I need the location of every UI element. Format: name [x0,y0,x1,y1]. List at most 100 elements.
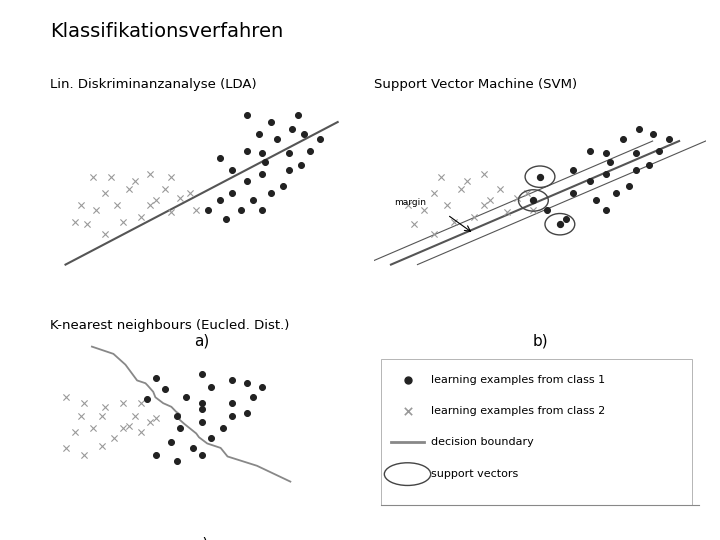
Point [160,385,171,394]
Point [117,424,129,433]
Point [511,194,523,202]
Point [501,208,513,217]
Point [455,184,467,193]
Point [145,418,156,427]
Point [428,189,440,198]
Point [205,383,217,391]
Point [541,206,552,214]
Point [141,395,153,403]
Point [241,379,253,388]
Point [217,424,228,433]
Point [150,373,162,382]
Text: learning examples from class 1: learning examples from class 1 [431,375,605,385]
Point [241,177,253,186]
Text: b): b) [532,334,548,348]
Point [75,412,86,421]
Point [99,402,111,411]
Point [150,451,162,460]
Point [284,165,295,174]
Point [150,414,162,423]
Point [654,146,665,155]
Point [105,172,117,181]
Point [160,184,171,193]
Point [604,158,616,167]
Point [96,412,107,421]
Point [256,170,268,179]
Point [617,134,629,143]
Point [418,206,430,214]
Point [60,443,71,452]
Point [561,215,572,224]
Point [266,118,277,126]
Text: Support Vector Machine (SVM): Support Vector Machine (SVM) [374,78,577,91]
Point [226,412,238,421]
Point [108,434,120,442]
Point [600,206,612,214]
Point [402,407,413,415]
Point [196,451,207,460]
Point [247,393,258,401]
Point [130,177,141,186]
Point [554,220,566,228]
Point [241,146,253,155]
Point [214,196,225,205]
Point [259,158,271,167]
Point [277,182,289,191]
Text: a): a) [194,334,210,348]
Point [75,201,86,210]
Text: Lin. Diskriminanzanalyse (LDA): Lin. Diskriminanzanalyse (LDA) [50,78,257,91]
Point [150,196,162,205]
Point [214,153,225,162]
Point [166,172,177,181]
Point [135,428,147,436]
Point [435,172,446,181]
Point [584,177,595,186]
Point [299,130,310,138]
Point [171,412,183,421]
Point [78,451,89,460]
Point [266,189,277,198]
Point [534,172,546,181]
Point [468,213,480,221]
Point [241,408,253,417]
Point [69,428,81,436]
Point [190,206,202,214]
Point [81,220,92,228]
Point [175,194,186,202]
Point [196,418,207,427]
Point [271,134,283,143]
Point [624,182,635,191]
Point [145,170,156,179]
Point [78,399,89,407]
Point [235,206,247,214]
Point [99,189,111,198]
Point [590,196,602,205]
Point [256,206,268,214]
Point [462,177,473,186]
Point [135,213,147,221]
Point [99,230,111,238]
Point [402,201,413,210]
Point [226,189,238,198]
Point [69,218,81,226]
Point [630,165,642,174]
Text: margin: margin [395,198,426,207]
Point [171,457,183,465]
Point [220,215,232,224]
Point [600,170,612,179]
Point [644,160,655,169]
Point [175,424,186,433]
Point [284,148,295,157]
Point [634,125,645,133]
Point [630,148,642,157]
Point [196,404,207,413]
Point [441,201,453,210]
Point [90,206,102,214]
Point [87,172,99,181]
Point [123,422,135,430]
Point [296,160,307,169]
Point [478,170,490,179]
Point [314,134,325,143]
Point [241,111,253,119]
Point [600,148,612,157]
